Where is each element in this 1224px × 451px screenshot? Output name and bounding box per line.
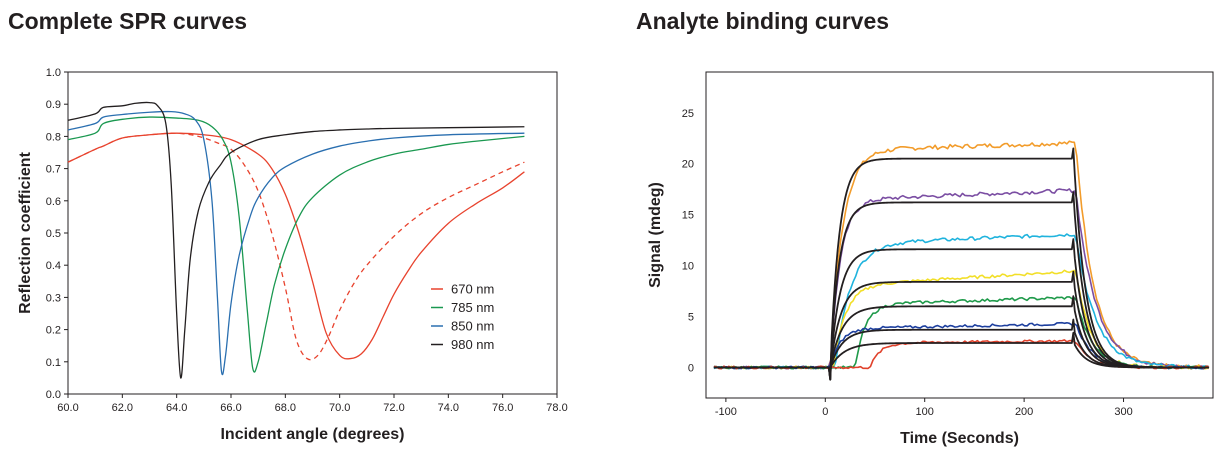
- spr-y-tick-label: 0.4: [46, 260, 61, 272]
- spr-x-tick-label: 68.0: [275, 402, 296, 414]
- spr-series-line-785-nm: [67, 116, 525, 373]
- spr-series-line-980-nm: [67, 101, 525, 379]
- binding-x-tick-label: 100: [916, 406, 934, 418]
- binding-y-tick-label: 20: [682, 159, 694, 171]
- binding-y-tick-label: 15: [682, 210, 694, 222]
- binding-x-tick-label: 300: [1114, 406, 1132, 418]
- spr-chart-title: Complete SPR curves: [8, 8, 248, 34]
- spr-x-tick-label: 78.0: [546, 402, 567, 414]
- spr-legend-label: 670 nm: [451, 282, 494, 297]
- spr-y-tick-label: 0.1: [46, 357, 61, 369]
- spr-y-tick-label: 0.0: [46, 389, 61, 401]
- spr-y-tick-label: 0.5: [46, 228, 61, 240]
- binding-y-axis-label: Signal (mdeg): [647, 182, 664, 288]
- binding-data-curve-3: [713, 233, 1209, 370]
- binding-data-curve-4: [713, 269, 1210, 370]
- binding-chart-title: Analyte binding curves: [636, 8, 890, 34]
- spr-legend-label: 785 nm: [451, 300, 494, 315]
- binding-y-tick-label: 5: [688, 312, 694, 324]
- binding-data-curve-5: [713, 296, 1209, 370]
- binding-y-tick-label: 0: [688, 362, 694, 374]
- binding-x-tick-label: 200: [1015, 406, 1033, 418]
- spr-x-tick-label: 62.0: [112, 402, 133, 414]
- spr-x-tick-label: 60.0: [57, 402, 78, 414]
- binding-fit-curve-11: [713, 270, 1210, 369]
- binding-fit-curve-14: [713, 331, 1210, 369]
- spr-y-axis-label: Reflection coefficient: [17, 151, 34, 313]
- binding-y-tick-label: 25: [682, 108, 694, 120]
- binding-x-tick-label: -100: [715, 406, 737, 418]
- binding-fit-curve-8: [713, 147, 1210, 381]
- binding-x-tick-label: 0: [822, 406, 828, 418]
- binding-data-curve-1: [713, 140, 1210, 370]
- spr-series-line-670-nm: [67, 132, 525, 360]
- spr-x-tick-label: 64.0: [166, 402, 187, 414]
- spr-y-tick-label: 1.0: [46, 67, 61, 79]
- spr-y-tick-label: 0.8: [46, 131, 61, 143]
- spr-x-tick-label: 70.0: [329, 402, 350, 414]
- binding-y-tick-label: 10: [682, 261, 694, 273]
- spr-y-tick-label: 0.7: [46, 164, 61, 176]
- spr-y-tick-label: 0.2: [46, 325, 61, 337]
- spr-y-tick-label: 0.3: [46, 292, 61, 304]
- spr-y-tick-label: 0.9: [46, 99, 61, 111]
- spr-legend-label: 850 nm: [451, 319, 494, 334]
- spr-y-tick-label: 0.6: [46, 196, 61, 208]
- spr-legend-label: 980 nm: [451, 337, 494, 352]
- binding-plot-frame: [705, 71, 1214, 399]
- spr-x-tick-label: 66.0: [220, 402, 241, 414]
- spr-x-tick-label: 72.0: [383, 402, 404, 414]
- binding-x-axis-label: Time (Seconds): [900, 430, 1019, 447]
- spr-series-line-850-nm: [67, 110, 525, 376]
- spr-x-tick-label: 74.0: [438, 402, 459, 414]
- spr-x-axis-label: Incident angle (degrees): [220, 426, 404, 443]
- spr-x-tick-label: 76.0: [492, 402, 513, 414]
- binding-fit-curve-10: [713, 238, 1210, 381]
- binding-fit-curve-9: [713, 191, 1210, 381]
